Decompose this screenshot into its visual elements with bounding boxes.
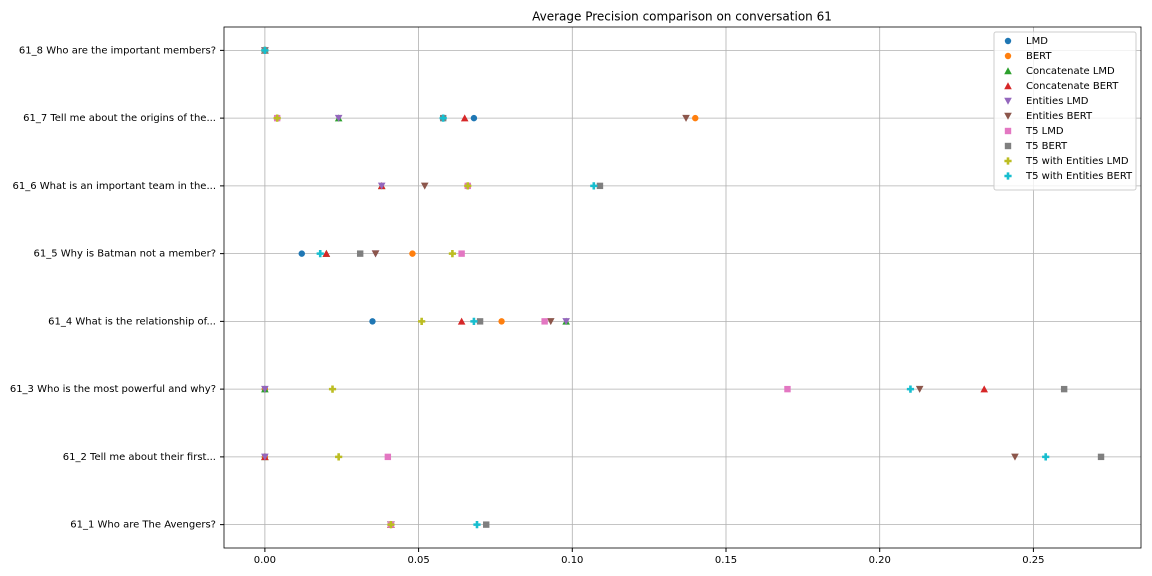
plot-frame	[223, 26, 1142, 549]
legend-label: BERT	[1026, 51, 1052, 62]
legend-label: T5 BERT	[1025, 141, 1068, 152]
legend-label: Concatenate LMD	[1026, 66, 1115, 77]
point	[682, 114, 690, 122]
point	[470, 317, 478, 325]
chart-title: Average Precision comparison on conversa…	[532, 10, 832, 24]
legend-marker	[1004, 157, 1012, 165]
point	[460, 114, 469, 122]
x-tick-label: 0.10	[561, 555, 583, 566]
point	[384, 453, 392, 461]
legend-marker	[1004, 97, 1012, 105]
point	[1097, 453, 1105, 461]
point	[409, 250, 416, 257]
point	[261, 46, 269, 54]
y-tick-label: 61_7 Tell me about the origins of the...	[23, 113, 216, 124]
point	[458, 250, 465, 257]
x-tick-label: 0.00	[254, 555, 276, 566]
legend-marker	[1004, 142, 1012, 150]
point	[546, 318, 555, 326]
point	[457, 317, 466, 325]
x-tick-label: 0.15	[715, 555, 737, 566]
y-tick-label: 61_2 Tell me about their first...	[63, 452, 216, 463]
legend-label: T5 with Entities BERT	[1025, 171, 1133, 182]
point	[915, 385, 924, 393]
point	[261, 453, 269, 461]
point	[692, 114, 699, 122]
legend-marker	[1004, 172, 1012, 180]
y-tick-label: 61_8 Who are the important members?	[19, 45, 216, 56]
point	[1042, 453, 1050, 461]
y-tick-label: 61_6 What is an important team in the...	[13, 181, 216, 192]
point	[470, 114, 478, 122]
y-tick-label: 61_4 What is the relationship of...	[48, 316, 216, 327]
point	[448, 250, 457, 258]
point	[316, 250, 324, 258]
point	[439, 114, 447, 122]
point	[590, 182, 598, 190]
point	[541, 318, 548, 325]
x-tick-label: 0.25	[1022, 555, 1044, 566]
point	[464, 182, 472, 190]
legend-label: Entities BERT	[1026, 111, 1093, 122]
point	[562, 318, 570, 326]
point	[483, 521, 490, 528]
legend-marker	[1004, 37, 1012, 45]
point	[334, 114, 343, 122]
point	[980, 385, 989, 393]
point	[906, 385, 915, 393]
legend-label: LMD	[1026, 36, 1048, 47]
y-tick-label: 61_1 Who are The Avengers?	[70, 520, 216, 531]
legend-marker	[1004, 82, 1012, 90]
point	[596, 182, 604, 190]
point	[328, 385, 337, 393]
y-tick-label: 61_3 Who is the most powerful and why?	[10, 384, 216, 395]
point	[322, 249, 331, 257]
legend-box	[993, 31, 1137, 191]
legend-marker	[1004, 67, 1012, 75]
point	[387, 521, 395, 529]
point	[418, 317, 426, 325]
y-tick-label: 61_5 Why is Batman not a member?	[34, 249, 216, 260]
legend-label: T5 LMD	[1025, 126, 1064, 137]
x-tick-label: 0.05	[407, 555, 429, 566]
legend-marker	[1004, 112, 1012, 120]
legend-label: Concatenate BERT	[1026, 81, 1119, 92]
point	[784, 385, 791, 393]
point	[369, 318, 376, 325]
legend-label: T5 with Entities LMD	[1025, 156, 1129, 167]
point	[273, 114, 281, 122]
point	[420, 182, 429, 190]
point	[335, 453, 343, 461]
point	[1011, 453, 1019, 461]
point	[356, 250, 364, 257]
legend-marker	[1004, 127, 1012, 135]
point	[473, 521, 481, 529]
point	[476, 318, 484, 325]
point	[261, 385, 269, 393]
point	[498, 318, 505, 325]
point	[298, 250, 305, 257]
x-tick-label: 0.20	[869, 555, 891, 566]
legend-marker	[1004, 52, 1012, 60]
legend-label: Entities LMD	[1026, 96, 1089, 107]
point	[377, 182, 386, 190]
point	[1060, 385, 1068, 393]
point	[371, 250, 380, 258]
